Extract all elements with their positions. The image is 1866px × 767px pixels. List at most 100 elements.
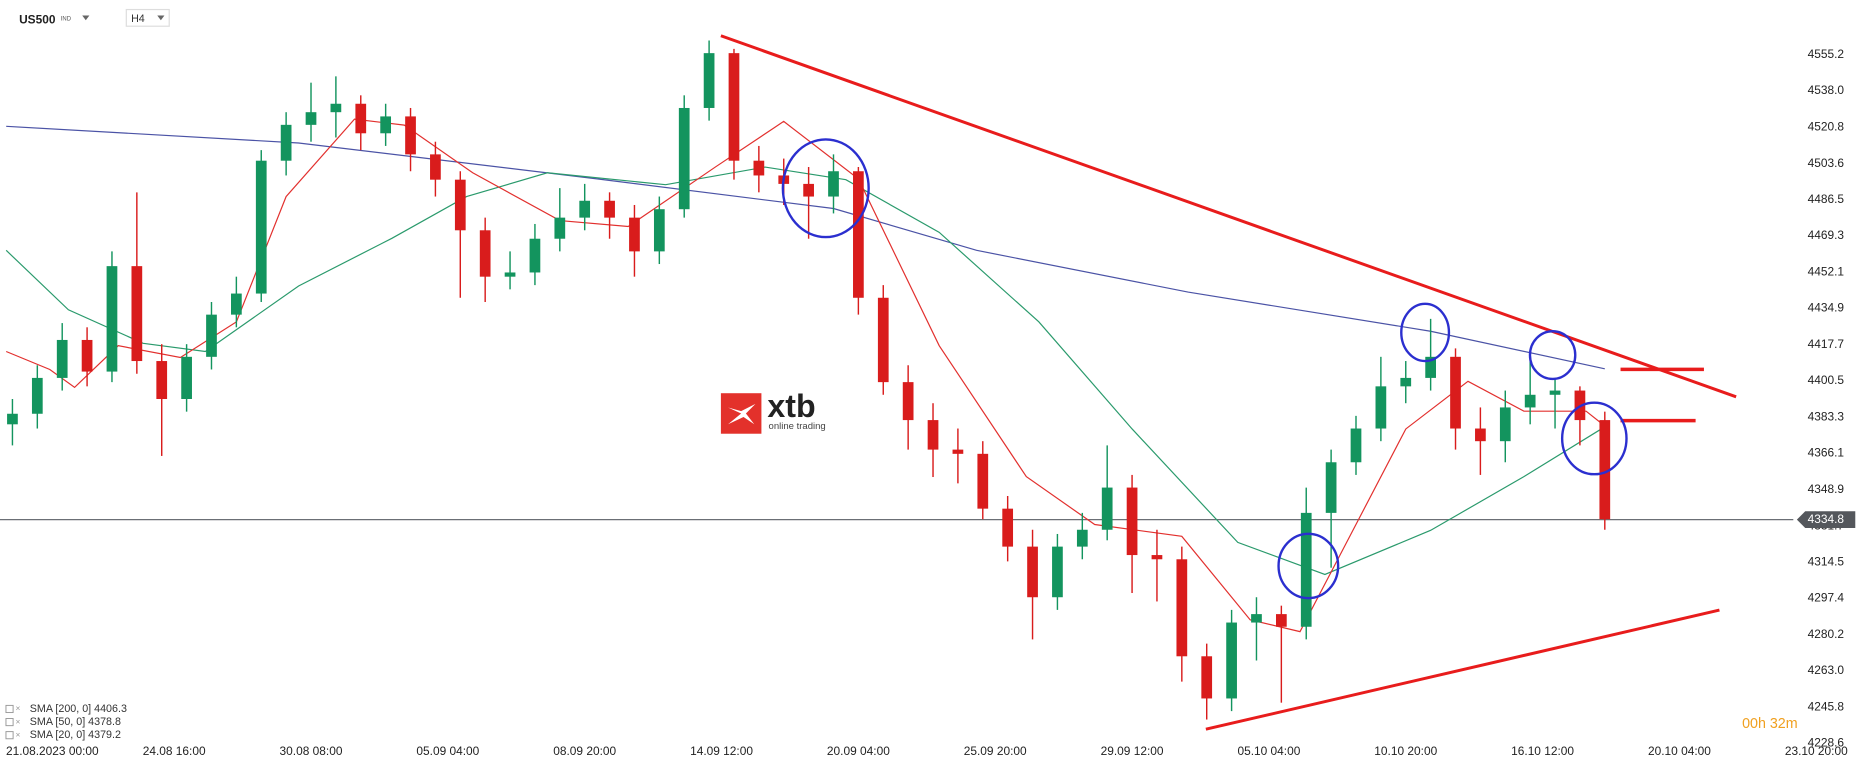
y-tick-label: 4555.2 bbox=[1808, 47, 1845, 61]
candle-body bbox=[1101, 487, 1113, 530]
candle-body bbox=[828, 171, 839, 197]
candle-body bbox=[1176, 559, 1188, 657]
y-tick-label: 4520.8 bbox=[1808, 120, 1845, 134]
candle-body bbox=[1599, 420, 1611, 520]
legend-close: × bbox=[15, 729, 20, 739]
y-tick-label: 4434.9 bbox=[1808, 301, 1845, 315]
legend-icon bbox=[5, 718, 14, 727]
candle-body bbox=[927, 420, 939, 450]
candle-body bbox=[1251, 614, 1262, 623]
legend-close: × bbox=[15, 703, 20, 713]
x-tick-label: 29.09 12:00 bbox=[1101, 744, 1164, 758]
y-tick-label: 4452.1 bbox=[1808, 264, 1845, 278]
watermark: xtb online trading bbox=[720, 388, 826, 434]
y-tick-label: 4348.9 bbox=[1808, 482, 1845, 496]
candle-body bbox=[1076, 529, 1088, 547]
logo-text: xtb bbox=[767, 388, 815, 424]
candle-body bbox=[529, 238, 541, 273]
legend-icon bbox=[5, 731, 14, 740]
legend-label: SMA [50, 0] 4378.8 bbox=[30, 716, 121, 728]
x-tick-label: 10.10 20:00 bbox=[1374, 744, 1437, 758]
legend-label: SMA [200, 0] 4406.3 bbox=[30, 703, 127, 715]
y-tick-label: 4297.4 bbox=[1808, 591, 1845, 605]
x-tick-label: 14.09 12:00 bbox=[690, 744, 753, 758]
symbol[interactable]: US500 bbox=[19, 12, 56, 26]
candle-body bbox=[1350, 428, 1362, 463]
header: US500 IND H4 bbox=[19, 8, 170, 27]
highlight-circle bbox=[781, 138, 870, 239]
candle-body bbox=[1375, 386, 1387, 429]
candle-body bbox=[1052, 546, 1063, 598]
highlight-circle bbox=[1400, 302, 1451, 363]
candle-body bbox=[156, 361, 168, 399]
y-tick-label: 4400.5 bbox=[1808, 373, 1845, 387]
candle-body bbox=[803, 183, 814, 197]
candle-body bbox=[280, 124, 292, 161]
candle-body bbox=[1450, 356, 1461, 429]
candle-body bbox=[31, 377, 43, 414]
candle-body bbox=[255, 160, 267, 294]
support-line bbox=[1205, 608, 1720, 731]
symbol-tag: IND bbox=[61, 17, 71, 23]
candle-body bbox=[1425, 356, 1436, 378]
candle-body bbox=[877, 297, 889, 383]
candle-body bbox=[1151, 555, 1163, 560]
x-tick-label: 08.09 20:00 bbox=[553, 744, 616, 758]
candle-body bbox=[330, 103, 342, 113]
sma-line bbox=[5, 166, 1606, 576]
candle-body bbox=[977, 453, 989, 509]
candle-body bbox=[1400, 377, 1412, 387]
logo-tagline: online trading bbox=[769, 421, 826, 432]
x-tick-label: 05.09 04:00 bbox=[416, 744, 479, 758]
candle-body bbox=[7, 413, 18, 425]
candle-body bbox=[454, 179, 466, 231]
y-tick-label: 4486.5 bbox=[1808, 192, 1845, 206]
x-tick-label: 21.08.2023 00:00 bbox=[6, 744, 99, 758]
candle-body bbox=[56, 339, 68, 378]
y-tick-label: 4503.6 bbox=[1808, 156, 1845, 170]
candle-body bbox=[479, 230, 491, 277]
timeframe[interactable]: H4 bbox=[131, 13, 145, 25]
legend-icon bbox=[5, 704, 14, 714]
candle-body bbox=[1325, 462, 1337, 513]
candle-body bbox=[131, 266, 143, 362]
plot: 4555.2 4538.0 4520.8 4503.6 4486.5 4469.3 4452… bbox=[0, 40, 1856, 758]
x-tick-label: 16.10 12:00 bbox=[1511, 744, 1574, 758]
x-tick-label: 23.10 20:00 bbox=[1785, 744, 1848, 758]
sma-line bbox=[6, 125, 1605, 370]
candle-body bbox=[554, 217, 566, 239]
dropdown-arrow[interactable] bbox=[82, 15, 90, 21]
candle-body bbox=[952, 449, 964, 454]
candle-body bbox=[504, 272, 516, 277]
y-tick-label: 4383.3 bbox=[1808, 409, 1845, 423]
current-price-label: 4334.8 bbox=[1808, 512, 1845, 526]
candle-body bbox=[853, 171, 864, 298]
y-tick-label: 4417.7 bbox=[1808, 337, 1845, 351]
candle-body bbox=[678, 107, 690, 210]
candle-body bbox=[1002, 508, 1014, 547]
candle-body bbox=[579, 200, 591, 218]
candle-body bbox=[106, 266, 118, 372]
candle-body bbox=[380, 116, 392, 134]
candle-body bbox=[1027, 546, 1038, 598]
candle-body bbox=[1300, 512, 1312, 627]
candle-body bbox=[1126, 487, 1138, 556]
highlight-circle bbox=[1528, 330, 1577, 381]
candle-body bbox=[1201, 656, 1213, 699]
timeframe-box[interactable] bbox=[125, 8, 170, 27]
y-tick-label: 4538.0 bbox=[1808, 83, 1845, 97]
candle-body bbox=[1275, 614, 1287, 627]
y-tick-label: 4280.2 bbox=[1808, 627, 1845, 641]
legend-label: SMA [20, 0] 4379.2 bbox=[30, 729, 121, 741]
candle-body bbox=[629, 217, 640, 252]
candle-body bbox=[231, 293, 242, 315]
y-tick-label: 4245.8 bbox=[1808, 699, 1845, 713]
dropdown-arrow[interactable] bbox=[157, 15, 165, 21]
y-tick-label: 4263.0 bbox=[1808, 663, 1845, 677]
candle-body bbox=[355, 103, 367, 134]
logo-mark bbox=[728, 403, 756, 425]
candle-body bbox=[604, 200, 615, 218]
highlight-circle bbox=[1560, 401, 1628, 476]
